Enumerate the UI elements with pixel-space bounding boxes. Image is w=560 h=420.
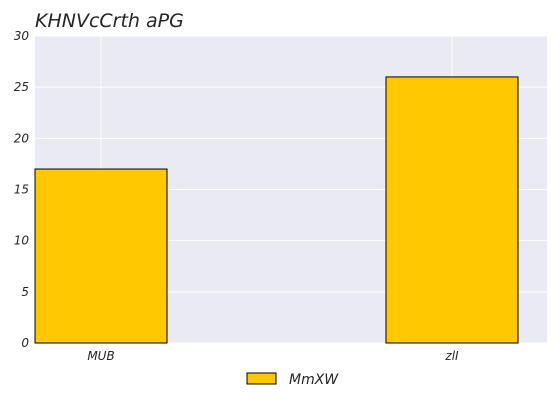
x-axis-ticks: MUB zlI [87, 349, 459, 363]
y-tick-label: 0 [21, 336, 29, 350]
y-tick-label: 25 [14, 80, 29, 94]
bar-mub [34, 168, 168, 344]
y-tick-label: 5 [21, 285, 29, 299]
bar-zli [385, 76, 519, 344]
chart-title: KHNVcCrth aPG [35, 10, 184, 32]
bars [34, 76, 519, 344]
legend: MmXW [246, 372, 339, 388]
y-tick-label: 20 [14, 131, 30, 145]
x-tick-label: MUB [87, 349, 114, 363]
y-tick-label: 10 [14, 234, 30, 248]
x-tick-label: zlI [444, 349, 459, 363]
legend-label: MmXW [289, 372, 339, 388]
y-axis-ticks: 0 5 10 15 20 25 30 [14, 29, 30, 350]
legend-swatch [246, 372, 277, 385]
y-tick-label: 30 [14, 29, 30, 43]
y-tick-label: 15 [14, 183, 29, 197]
